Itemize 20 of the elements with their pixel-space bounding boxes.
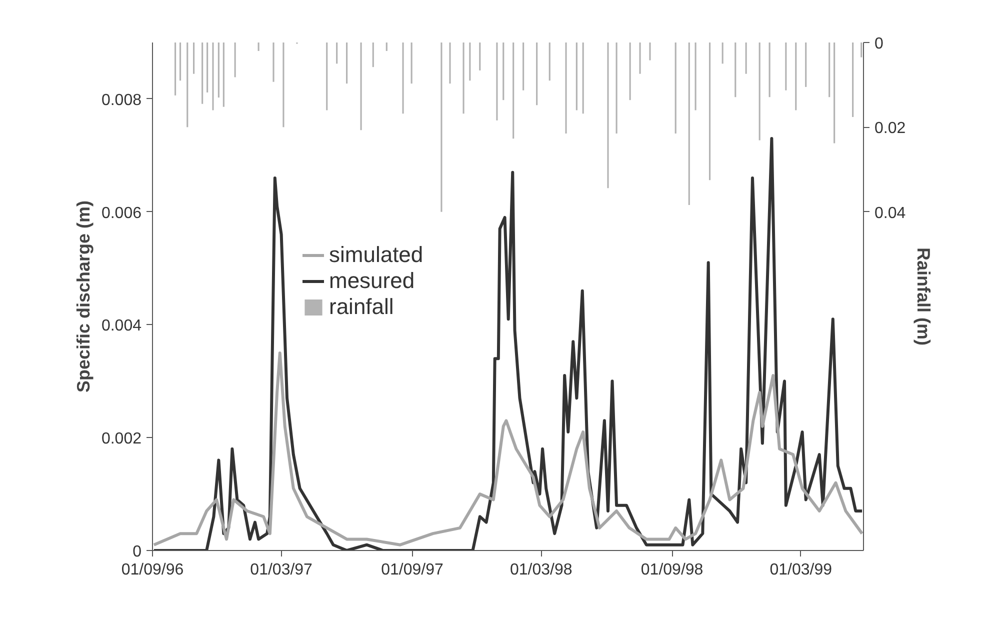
y-tick-label: 0 [132,544,142,560]
legend-label: mesured [329,268,415,294]
x-tick-label: 01/03/97 [250,562,313,578]
x-tick-label: 01/09/98 [640,562,704,578]
line-series [152,351,864,546]
legend-label: rainfall [329,294,394,320]
y2-axis-title: Rainfall (m) [914,247,934,346]
y2-tick-label: 0 [874,36,884,52]
y-tick-label: 0.002 [101,430,142,448]
x-tick-label: 01/03/99 [770,562,832,578]
x-tick-label: 01/09/97 [381,562,444,578]
x-tick-label: 01/09/96 [121,562,184,578]
y-axis-title: Specific discharge (m) [73,200,94,393]
y2-tick-label: 0.02 [874,120,906,138]
legend-label: simulated [329,242,424,268]
y-tick-label: 0.008 [101,92,142,109]
x-tick-label: 01/03/98 [510,562,572,578]
y-tick-label: 0.004 [101,318,142,335]
y2-tick-label: 0.04 [874,204,906,222]
y-tick-label: 0.006 [101,204,142,222]
